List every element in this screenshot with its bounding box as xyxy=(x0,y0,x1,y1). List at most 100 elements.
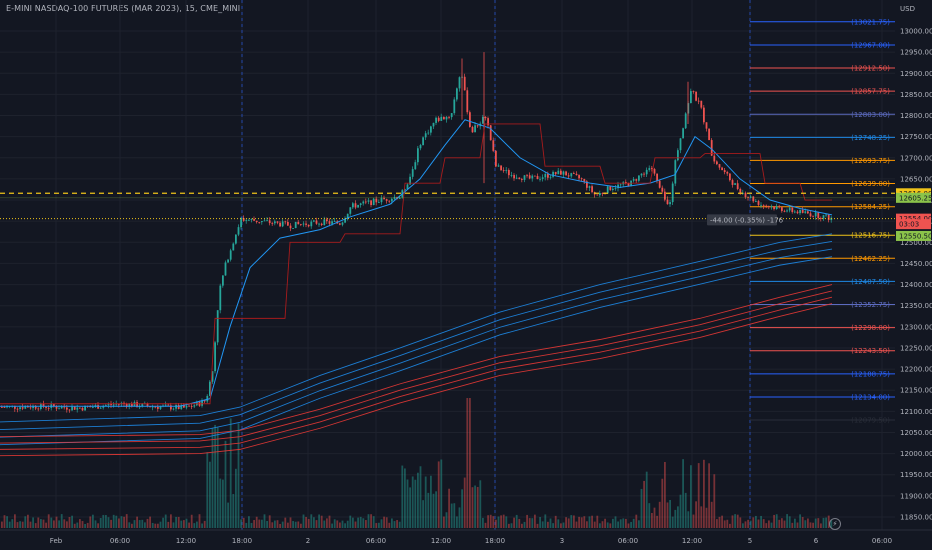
candle xyxy=(658,180,661,188)
volume-bar xyxy=(328,515,331,528)
volume-bar xyxy=(170,514,172,528)
price-tick-label: 11900.00 xyxy=(900,492,932,500)
volume-bar xyxy=(731,515,734,528)
candle xyxy=(276,221,279,223)
volume-bar xyxy=(151,522,154,528)
candle xyxy=(599,192,601,196)
volume-bar xyxy=(749,520,752,528)
volume-bar xyxy=(508,523,510,528)
volume-bar xyxy=(411,476,414,528)
price-tick-label: 12800.00 xyxy=(900,112,932,120)
volume-bar xyxy=(557,519,560,528)
volume-bar xyxy=(489,514,492,528)
candle xyxy=(456,88,458,100)
volume-bar xyxy=(42,519,45,528)
volume-bar xyxy=(458,507,461,528)
price-levels: (13021.75) (12967.00) (12912.50) (12857.75)… xyxy=(750,18,895,425)
volume-bar xyxy=(658,501,661,528)
candle xyxy=(679,138,682,151)
lightning-icon[interactable]: ⚡ xyxy=(829,518,841,530)
candle xyxy=(365,201,367,203)
candle xyxy=(315,220,318,224)
volume-bar xyxy=(578,516,580,528)
volume-bar xyxy=(432,493,435,528)
candle xyxy=(588,186,591,188)
volume-bar xyxy=(292,521,294,528)
price-tick-label: 12400.00 xyxy=(900,281,932,289)
volume-bar xyxy=(736,514,739,528)
candle xyxy=(783,210,786,212)
candle xyxy=(825,214,827,216)
candle xyxy=(778,206,781,208)
volume-bar xyxy=(383,516,385,528)
candle xyxy=(359,203,362,205)
candle xyxy=(515,177,518,179)
time-tick-label: 3 xyxy=(560,537,564,545)
volume-bar xyxy=(614,516,617,528)
volume-bar xyxy=(463,477,466,528)
volume-bar xyxy=(240,519,242,528)
candle xyxy=(172,408,175,410)
volume-bar xyxy=(346,520,349,528)
candle xyxy=(560,170,562,175)
volume-bar xyxy=(105,515,107,528)
candle xyxy=(146,403,149,407)
volume-bar xyxy=(409,487,411,528)
time-axis: Feb 06:00 12:00 18:00 2 06:00 12:00 18:00 3 06:00… xyxy=(0,529,932,550)
candle xyxy=(450,113,453,118)
volume-bar xyxy=(684,492,687,528)
candle xyxy=(661,187,664,192)
volume-bar xyxy=(190,514,193,528)
volume-bar xyxy=(705,507,708,528)
candle xyxy=(669,202,671,205)
volume-bar xyxy=(760,515,762,528)
volume-bar xyxy=(258,519,261,528)
volume-bar xyxy=(222,479,224,528)
candle xyxy=(760,204,762,206)
candle xyxy=(786,210,788,212)
candle xyxy=(170,405,172,410)
volume-bar xyxy=(125,514,128,528)
volume-bar xyxy=(492,516,495,528)
volume-bar xyxy=(510,523,513,528)
candle xyxy=(638,175,640,181)
candle xyxy=(16,408,19,410)
volume-bar xyxy=(315,520,318,528)
volume-bar xyxy=(643,480,645,528)
candle xyxy=(81,407,84,411)
candle xyxy=(765,205,768,207)
volume-bar xyxy=(502,514,505,528)
volume-bar xyxy=(617,521,619,528)
volume-bar xyxy=(406,479,409,528)
volume-bar xyxy=(461,489,463,528)
volume-bar xyxy=(216,427,219,528)
volume-bar xyxy=(666,502,669,528)
band-red-line xyxy=(0,284,833,438)
candle xyxy=(731,180,734,185)
candle xyxy=(245,220,248,221)
volume-bar xyxy=(164,514,167,528)
chart-title: E-MINI NASDAQ-100 FUTURES (MAR 2023), 15… xyxy=(6,4,241,13)
candle xyxy=(346,213,349,219)
candle xyxy=(128,403,131,407)
candle xyxy=(814,212,817,217)
time-tick-label: 5 xyxy=(748,537,752,545)
candle xyxy=(297,221,300,225)
candle xyxy=(640,173,643,176)
volume-bar xyxy=(102,514,105,528)
level-label: (12516.75) xyxy=(851,232,890,240)
time-tick-label: Feb xyxy=(50,537,63,545)
candle xyxy=(42,403,45,407)
volume-bar xyxy=(570,515,573,528)
candle xyxy=(635,179,638,181)
candle xyxy=(820,218,822,219)
volume-bar xyxy=(575,521,578,528)
volume-bar xyxy=(690,465,692,528)
candle xyxy=(544,174,547,178)
volume-bar xyxy=(729,523,731,528)
volume-bar xyxy=(188,522,190,528)
volume-bar xyxy=(697,463,700,528)
price-tag xyxy=(896,230,931,241)
volume-bar xyxy=(476,486,479,528)
